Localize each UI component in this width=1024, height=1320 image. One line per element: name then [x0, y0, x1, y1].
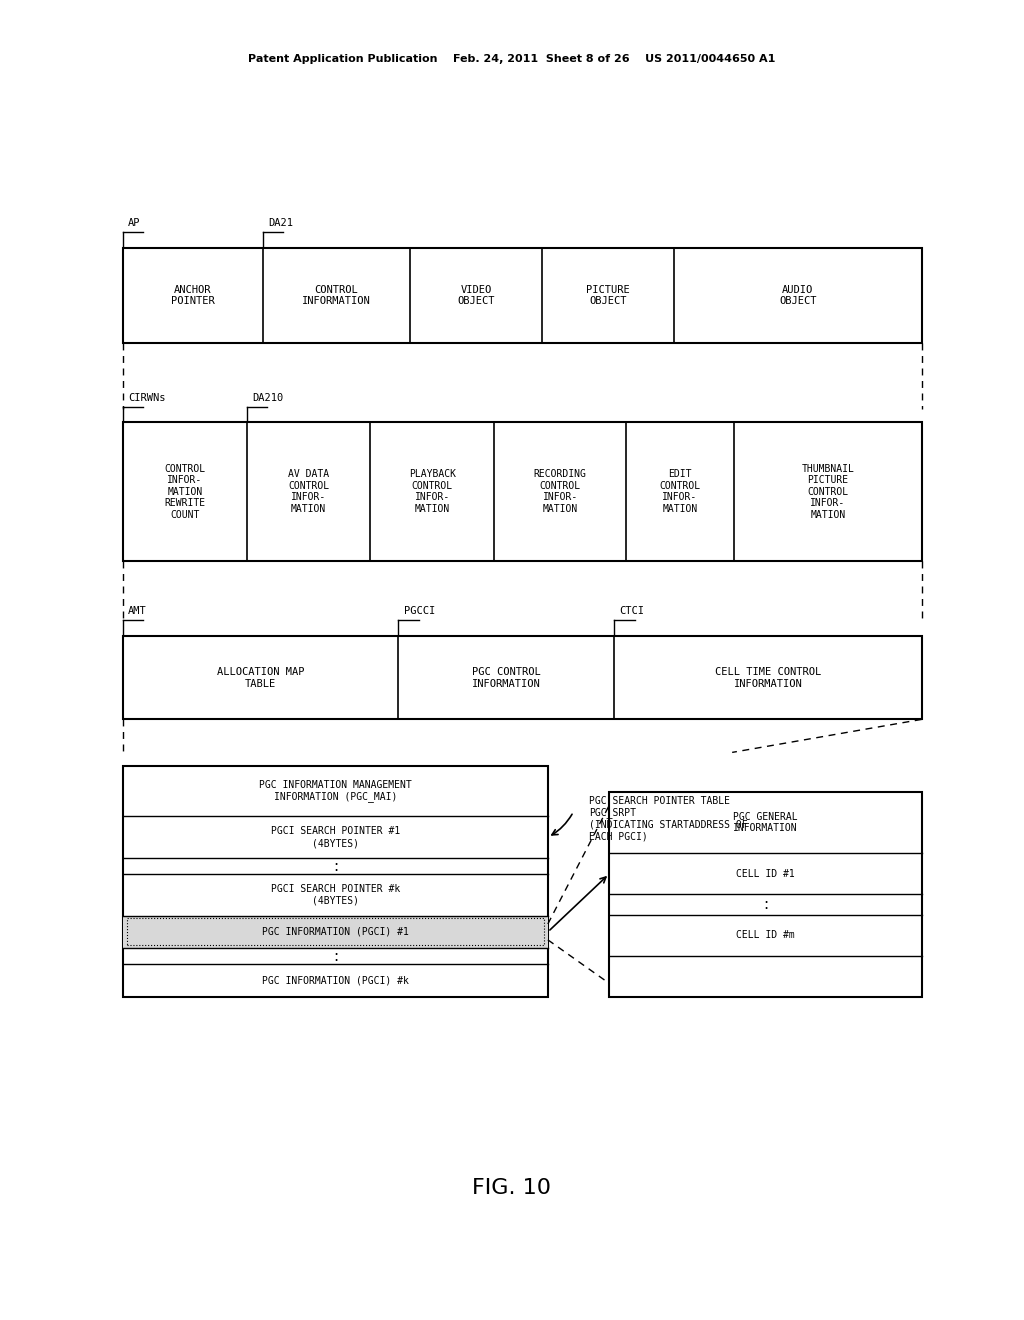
Text: DA210: DA210	[252, 392, 283, 403]
Text: CELL ID #m: CELL ID #m	[736, 931, 795, 940]
Text: THUMBNAIL
PICTURE
CONTROL
INFOR-
MATION: THUMBNAIL PICTURE CONTROL INFOR- MATION	[802, 463, 854, 520]
Bar	[123, 766, 548, 997]
Text: PGC INFORMATION (PGCI) #k: PGC INFORMATION (PGCI) #k	[262, 975, 409, 986]
Bar	[127, 919, 544, 945]
Text: CIRWNs: CIRWNs	[128, 392, 166, 403]
Text: CTCI: CTCI	[620, 606, 644, 616]
Bar	[609, 792, 922, 997]
Text: PGC SEARCH POINTER TABLE
PGC_SRPT
(INDICATING STARTADDRESS OF
EACH PGCI): PGC SEARCH POINTER TABLE PGC_SRPT (INDIC…	[589, 796, 748, 841]
Text: AUDIO
OBJECT: AUDIO OBJECT	[779, 285, 816, 306]
Text: :: :	[333, 858, 338, 874]
Text: CONTROL
INFORMATION: CONTROL INFORMATION	[302, 285, 371, 306]
Text: ALLOCATION MAP
TABLE: ALLOCATION MAP TABLE	[217, 667, 304, 689]
Text: :: :	[763, 898, 768, 912]
Text: AV DATA
CONTROL
INFOR-
MATION: AV DATA CONTROL INFOR- MATION	[288, 470, 329, 513]
Text: PGCI SEARCH POINTER #k
(4BYTES): PGCI SEARCH POINTER #k (4BYTES)	[270, 884, 400, 906]
Bar	[123, 916, 548, 948]
Text: AMT: AMT	[128, 606, 146, 616]
Bar	[123, 248, 922, 343]
Text: VIDEO
OBJECT: VIDEO OBJECT	[458, 285, 495, 306]
Text: Patent Application Publication    Feb. 24, 2011  Sheet 8 of 26    US 2011/004465: Patent Application Publication Feb. 24, …	[248, 54, 776, 65]
Text: PGC GENERAL
INFORMATION: PGC GENERAL INFORMATION	[733, 812, 798, 833]
Text: PGCI SEARCH POINTER #1
(4BYTES): PGCI SEARCH POINTER #1 (4BYTES)	[270, 826, 400, 847]
Text: PGC INFORMATION MANAGEMENT
INFORMATION (PGC_MAI): PGC INFORMATION MANAGEMENT INFORMATION (…	[259, 780, 412, 803]
Text: DA21: DA21	[267, 218, 293, 228]
Text: PICTURE
OBJECT: PICTURE OBJECT	[586, 285, 630, 306]
Text: AP: AP	[128, 218, 140, 228]
Text: PLAYBACK
CONTROL
INFOR-
MATION: PLAYBACK CONTROL INFOR- MATION	[409, 470, 456, 513]
Text: CONTROL
INFOR-
MATION
REWRITE
COUNT: CONTROL INFOR- MATION REWRITE COUNT	[164, 463, 206, 520]
Text: CELL ID #1: CELL ID #1	[736, 869, 795, 879]
Text: ANCHOR
POINTER: ANCHOR POINTER	[171, 285, 215, 306]
Text: PGC INFORMATION (PGCI) #1: PGC INFORMATION (PGCI) #1	[262, 927, 409, 937]
Text: FIG. 10: FIG. 10	[472, 1177, 552, 1199]
Bar	[123, 636, 922, 719]
Text: PGC CONTROL
INFORMATION: PGC CONTROL INFORMATION	[472, 667, 541, 689]
Text: EDIT
CONTROL
INFOR-
MATION: EDIT CONTROL INFOR- MATION	[659, 470, 700, 513]
Text: CELL TIME CONTROL
INFORMATION: CELL TIME CONTROL INFORMATION	[715, 667, 821, 689]
Text: :: :	[333, 949, 338, 964]
Bar	[123, 422, 922, 561]
Text: PGCCI: PGCCI	[403, 606, 435, 616]
Text: RECORDING
CONTROL
INFOR-
MATION: RECORDING CONTROL INFOR- MATION	[534, 470, 587, 513]
